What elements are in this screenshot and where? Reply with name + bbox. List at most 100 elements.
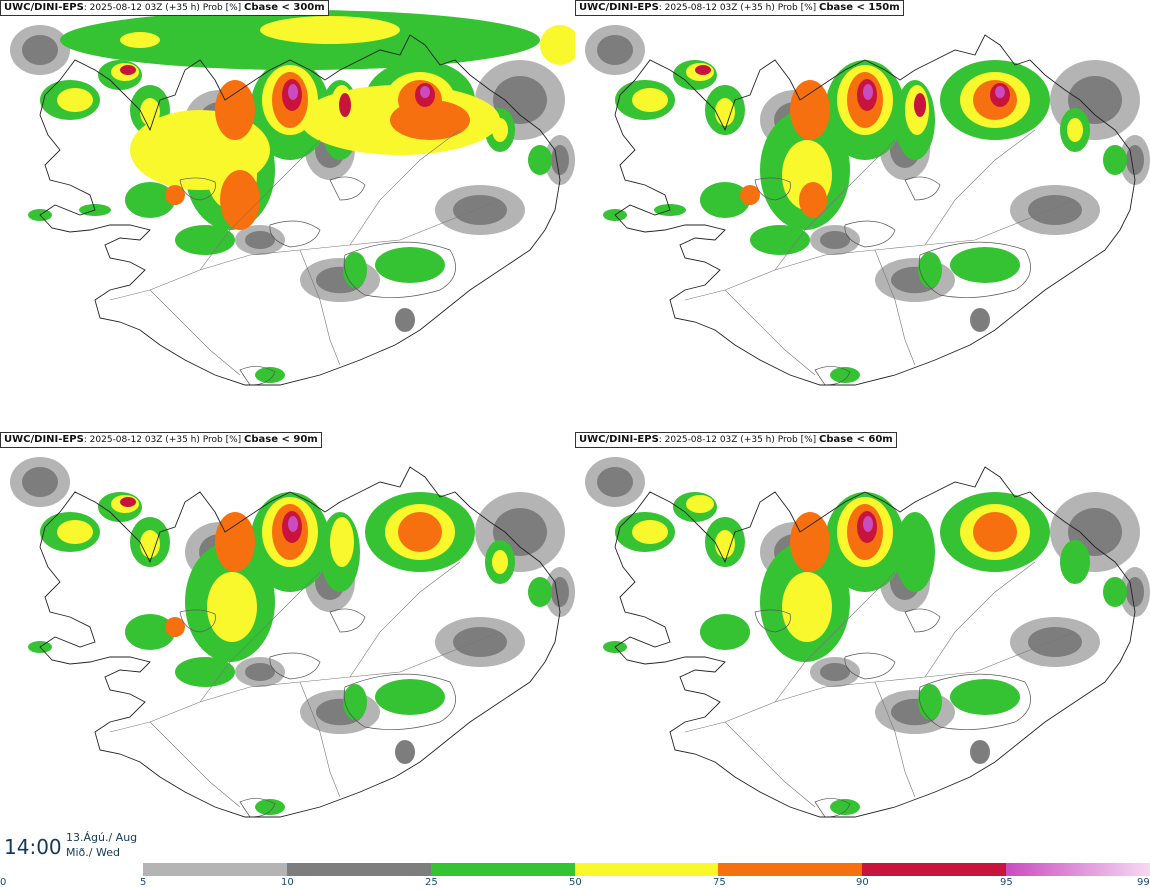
road-line <box>924 129 1036 246</box>
prob-area <box>918 252 942 288</box>
prob-area <box>830 799 860 815</box>
prob-area <box>220 170 260 230</box>
prob-area <box>175 657 235 687</box>
panel-title: UWC/DINI-EPS: 2025-08-12 03Z (+35 h) Pro… <box>0 432 322 448</box>
colorbar-tick: 0 <box>0 877 7 888</box>
prob-area <box>790 80 830 140</box>
map-panel-cbase-60: UWC/DINI-EPS: 2025-08-12 03Z (+35 h) Pro… <box>575 432 1150 864</box>
glacier-outline <box>904 608 941 633</box>
coastline <box>614 34 1136 386</box>
prob-area-10pct <box>597 35 633 65</box>
colorbar-segment <box>574 863 719 876</box>
prob-area <box>165 185 185 205</box>
prob-area <box>288 84 298 100</box>
road-line <box>149 289 241 376</box>
prob-area-10pct <box>1028 627 1082 657</box>
prob-area <box>125 614 175 650</box>
prob-area <box>120 32 160 48</box>
road-line <box>874 681 916 798</box>
prob-area <box>950 679 1020 715</box>
prob-area <box>914 93 926 117</box>
road-line <box>349 129 461 246</box>
prob-area <box>398 512 442 552</box>
glacier-outline <box>179 609 216 633</box>
prob-area-10pct <box>22 467 58 497</box>
road-line <box>149 721 241 808</box>
map-panel-cbase-300: UWC/DINI-EPS: 2025-08-12 03Z (+35 h) Pro… <box>0 0 575 432</box>
prob-area <box>715 530 735 558</box>
prob-area <box>255 367 285 383</box>
colorbar-segment <box>143 863 287 876</box>
glacier-outline <box>814 366 851 386</box>
prob-area-10pct <box>820 231 850 249</box>
colorbar-tick: 90 <box>856 877 869 888</box>
probability-colorbar <box>143 863 1150 876</box>
prob-area-10pct <box>453 627 507 657</box>
map-panel-cbase-150: UWC/DINI-EPS: 2025-08-12 03Z (+35 h) Pro… <box>575 0 1150 432</box>
prob-area <box>799 182 827 218</box>
prob-area <box>1060 540 1090 584</box>
prob-area-10pct <box>551 577 569 607</box>
prob-area <box>700 614 750 650</box>
colorbar-segment <box>862 863 1007 876</box>
prob-area <box>715 98 735 126</box>
prob-area-10pct <box>1028 195 1082 225</box>
road-line <box>774 139 896 271</box>
prob-area <box>830 367 860 383</box>
glacier-outline <box>904 176 941 201</box>
prob-area-10pct <box>597 467 633 497</box>
colorbar-segment <box>286 863 431 876</box>
glacier-outline <box>269 652 321 680</box>
road-line <box>199 139 321 271</box>
glacier-outline <box>754 609 791 633</box>
prob-area <box>390 100 470 140</box>
prob-area <box>686 495 714 513</box>
valid-time: 14:00 <box>4 835 62 859</box>
valid-time-box: 14:00 13.Ágú./ Aug Mið./ Wed <box>0 826 143 864</box>
prob-area-10pct <box>245 231 275 249</box>
glacier-outline <box>343 673 456 730</box>
prob-area <box>790 512 830 572</box>
prob-area <box>343 252 367 288</box>
colorbar-tick: 5 <box>140 877 147 888</box>
road-line <box>924 561 1036 678</box>
prob-area <box>57 88 93 112</box>
prob-area-10pct <box>1126 577 1144 607</box>
prob-area <box>863 516 873 532</box>
glacier-outline <box>918 241 1031 298</box>
road-line <box>724 289 816 376</box>
prob-area <box>343 684 367 720</box>
colorbar-segment <box>1006 863 1150 876</box>
prob-area <box>895 512 935 592</box>
glacier-outline <box>918 673 1031 730</box>
prob-area-10pct <box>820 663 850 681</box>
road-line <box>774 571 896 703</box>
map-panel-cbase-90: UWC/DINI-EPS: 2025-08-12 03Z (+35 h) Pro… <box>0 432 575 864</box>
colorbar-tick: 75 <box>713 877 726 888</box>
glacier-outline <box>844 652 896 680</box>
colorbar-tick: 50 <box>569 877 582 888</box>
glacier-outline <box>329 176 366 201</box>
prob-area <box>528 577 552 607</box>
prob-area-10pct <box>551 145 569 175</box>
colorbar-tick: 99 <box>1137 877 1150 888</box>
prob-area <box>750 225 810 255</box>
prob-area <box>995 86 1005 98</box>
prob-area-10pct <box>1126 145 1144 175</box>
prob-area <box>215 80 255 140</box>
prob-area <box>782 572 832 642</box>
prob-area <box>740 185 760 205</box>
glacier-outline <box>329 608 366 633</box>
prob-area <box>973 512 1017 552</box>
coastline <box>39 34 561 386</box>
glacier-outline <box>179 177 216 201</box>
glacier-outline <box>844 220 896 248</box>
panel-title: UWC/DINI-EPS: 2025-08-12 03Z (+35 h) Pro… <box>575 0 904 16</box>
glacier-outline <box>814 798 851 818</box>
prob-area <box>330 517 354 567</box>
prob-area <box>120 497 136 507</box>
glacier-outline <box>754 177 791 201</box>
prob-area <box>1103 577 1127 607</box>
glacier-outline <box>239 366 276 386</box>
road-line <box>874 249 916 366</box>
